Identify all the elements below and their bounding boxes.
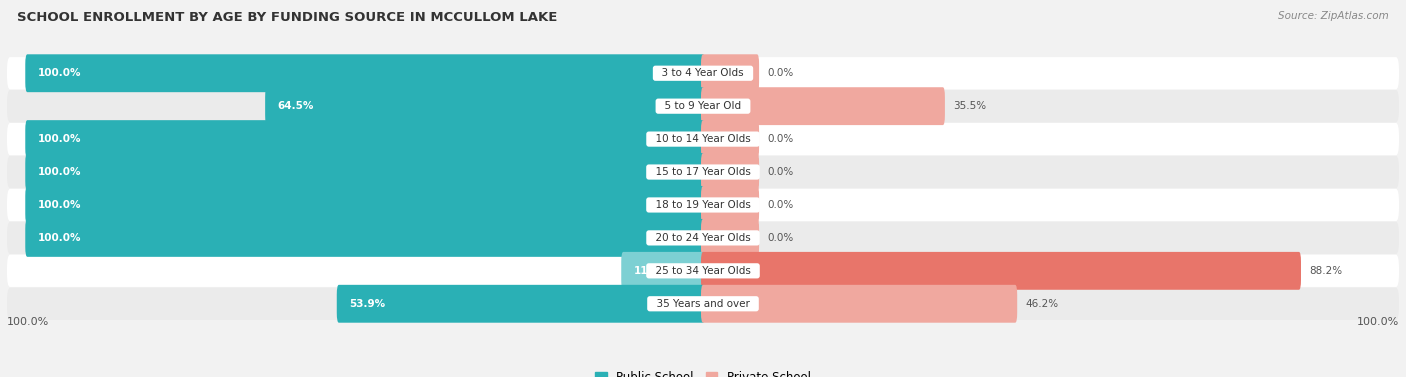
FancyBboxPatch shape — [702, 120, 759, 158]
Text: 18 to 19 Year Olds: 18 to 19 Year Olds — [648, 200, 758, 210]
FancyBboxPatch shape — [25, 54, 704, 92]
Text: Source: ZipAtlas.com: Source: ZipAtlas.com — [1278, 11, 1389, 21]
Text: 46.2%: 46.2% — [1025, 299, 1059, 309]
Text: 5 to 9 Year Old: 5 to 9 Year Old — [658, 101, 748, 111]
Text: 0.0%: 0.0% — [768, 233, 793, 243]
FancyBboxPatch shape — [266, 87, 704, 125]
FancyBboxPatch shape — [7, 57, 1399, 89]
FancyBboxPatch shape — [7, 90, 1399, 122]
Text: 0.0%: 0.0% — [768, 134, 793, 144]
FancyBboxPatch shape — [702, 54, 759, 92]
Text: 0.0%: 0.0% — [768, 68, 793, 78]
FancyBboxPatch shape — [702, 252, 1301, 290]
FancyBboxPatch shape — [702, 285, 1017, 323]
FancyBboxPatch shape — [702, 219, 759, 257]
FancyBboxPatch shape — [7, 255, 1399, 287]
Text: 100.0%: 100.0% — [38, 233, 82, 243]
Text: 100.0%: 100.0% — [1357, 317, 1399, 328]
FancyBboxPatch shape — [7, 288, 1399, 320]
FancyBboxPatch shape — [7, 222, 1399, 254]
Text: 3 to 4 Year Olds: 3 to 4 Year Olds — [655, 68, 751, 78]
Text: 100.0%: 100.0% — [7, 317, 49, 328]
FancyBboxPatch shape — [7, 123, 1399, 155]
FancyBboxPatch shape — [25, 186, 704, 224]
FancyBboxPatch shape — [702, 153, 759, 191]
Text: 100.0%: 100.0% — [38, 134, 82, 144]
Text: 88.2%: 88.2% — [1309, 266, 1343, 276]
Text: 0.0%: 0.0% — [768, 167, 793, 177]
Text: 100.0%: 100.0% — [38, 68, 82, 78]
Text: 100.0%: 100.0% — [38, 200, 82, 210]
FancyBboxPatch shape — [25, 219, 704, 257]
Text: SCHOOL ENROLLMENT BY AGE BY FUNDING SOURCE IN MCCULLOM LAKE: SCHOOL ENROLLMENT BY AGE BY FUNDING SOUR… — [17, 11, 557, 24]
Text: 64.5%: 64.5% — [277, 101, 314, 111]
FancyBboxPatch shape — [7, 189, 1399, 221]
FancyBboxPatch shape — [702, 186, 759, 224]
FancyBboxPatch shape — [7, 156, 1399, 188]
FancyBboxPatch shape — [25, 120, 704, 158]
Text: 100.0%: 100.0% — [38, 167, 82, 177]
Text: 35.5%: 35.5% — [953, 101, 986, 111]
Text: 11.8%: 11.8% — [633, 266, 669, 276]
FancyBboxPatch shape — [25, 153, 704, 191]
Text: 20 to 24 Year Olds: 20 to 24 Year Olds — [650, 233, 756, 243]
Text: 10 to 14 Year Olds: 10 to 14 Year Olds — [650, 134, 756, 144]
Text: 0.0%: 0.0% — [768, 200, 793, 210]
Text: 35 Years and over: 35 Years and over — [650, 299, 756, 309]
FancyBboxPatch shape — [702, 87, 945, 125]
FancyBboxPatch shape — [337, 285, 704, 323]
FancyBboxPatch shape — [621, 252, 704, 290]
Text: 15 to 17 Year Olds: 15 to 17 Year Olds — [648, 167, 758, 177]
Legend: Public School, Private School: Public School, Private School — [591, 366, 815, 377]
Text: 25 to 34 Year Olds: 25 to 34 Year Olds — [648, 266, 758, 276]
Text: 53.9%: 53.9% — [349, 299, 385, 309]
